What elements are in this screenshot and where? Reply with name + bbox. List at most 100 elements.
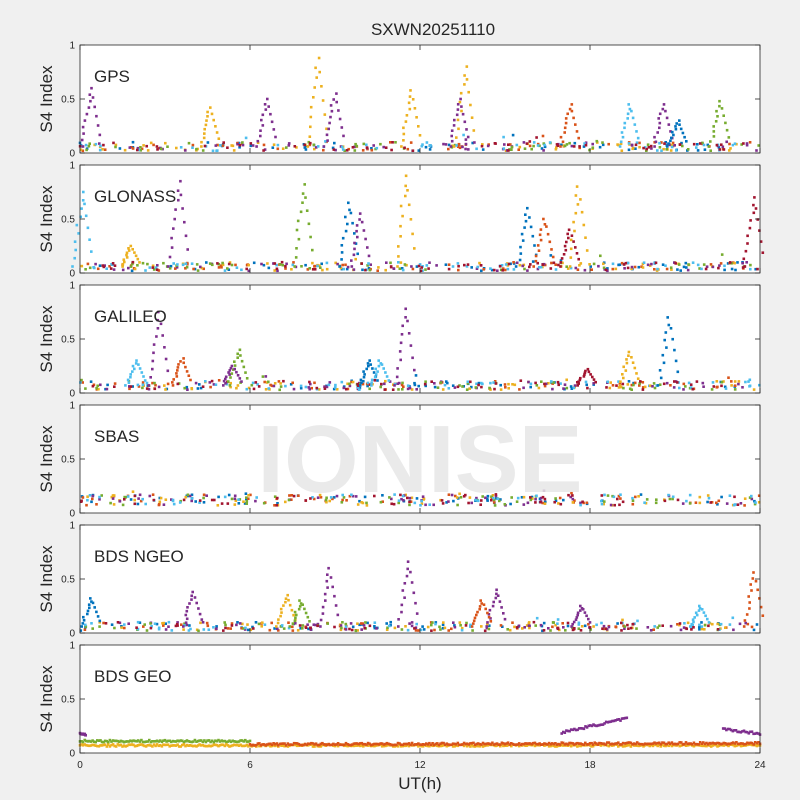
data-point: [456, 503, 459, 507]
data-point: [202, 628, 206, 631]
data-point: [759, 240, 763, 243]
data-point: [729, 147, 732, 150]
data-point: [238, 377, 242, 380]
data-point: [547, 741, 551, 745]
data-point: [112, 503, 116, 506]
y-tick-label: 1: [69, 521, 75, 532]
data-point: [697, 609, 701, 612]
data-point: [324, 498, 328, 502]
data-point: [490, 268, 494, 272]
data-point: [232, 149, 236, 152]
data-point: [387, 742, 390, 746]
data-point: [142, 144, 145, 147]
data-point: [454, 494, 457, 498]
data-point: [245, 502, 248, 505]
data-point: [91, 627, 94, 630]
data-point: [690, 628, 693, 631]
data-point: [588, 626, 592, 629]
data-point: [221, 144, 225, 147]
data-point: [118, 499, 122, 503]
data-point: [568, 741, 571, 745]
data-point: [361, 268, 364, 272]
data-point: [532, 144, 535, 148]
data-point: [112, 268, 116, 271]
data-point: [80, 207, 83, 210]
data-point: [160, 745, 164, 748]
data-point: [559, 135, 563, 139]
data-point: [571, 501, 575, 504]
data-point: [613, 503, 616, 507]
data-point: [346, 265, 350, 269]
data-point: [174, 744, 178, 747]
data-point: [308, 387, 311, 391]
data-point: [157, 626, 161, 630]
data-point: [217, 744, 220, 748]
data-point: [687, 742, 691, 745]
data-point: [240, 380, 243, 383]
data-point: [242, 500, 245, 503]
data-point: [147, 387, 151, 391]
data-point: [396, 367, 399, 370]
data-point: [326, 139, 329, 142]
data-point: [173, 740, 176, 743]
data-point: [325, 500, 328, 504]
data-point: [362, 229, 366, 232]
data-point: [461, 112, 465, 116]
data-point: [577, 742, 581, 745]
data-point: [519, 252, 523, 255]
data-point: [474, 386, 478, 389]
data-point: [184, 740, 187, 743]
data-point: [350, 259, 353, 262]
data-point: [470, 266, 473, 269]
data-point: [458, 384, 461, 387]
data-point: [150, 624, 153, 628]
data-point: [480, 269, 483, 273]
data-point: [559, 502, 563, 506]
data-point: [469, 380, 472, 384]
data-point: [389, 265, 393, 269]
data-point: [441, 627, 445, 630]
data-point: [397, 499, 401, 502]
data-point: [182, 743, 186, 746]
data-point: [108, 738, 112, 742]
data-point: [595, 139, 599, 143]
data-point: [716, 115, 719, 118]
data-point: [99, 144, 102, 148]
data-point: [369, 263, 372, 266]
data-point: [141, 261, 145, 265]
data-point: [193, 596, 197, 599]
data-point: [592, 382, 595, 385]
data-point: [134, 254, 138, 258]
data-point: [294, 622, 297, 625]
data-point: [162, 621, 165, 625]
data-point: [712, 135, 716, 138]
data-point: [401, 743, 404, 747]
data-point: [252, 387, 256, 391]
data-point: [311, 496, 314, 499]
data-point: [384, 744, 387, 748]
data-point: [411, 232, 414, 236]
data-point: [639, 742, 642, 746]
data-point: [619, 719, 622, 722]
data-point: [127, 381, 131, 384]
data-point: [365, 146, 369, 149]
data-point: [184, 262, 188, 265]
data-point: [593, 743, 596, 747]
data-point: [205, 621, 209, 625]
data-point: [281, 744, 285, 747]
data-point: [394, 141, 397, 144]
data-point: [253, 744, 256, 747]
data-point: [399, 204, 403, 208]
data-point: [273, 743, 277, 746]
data-point: [282, 379, 285, 383]
data-point: [156, 327, 160, 330]
data-point: [116, 621, 120, 624]
data-point: [498, 600, 502, 603]
data-point: [456, 103, 460, 106]
data-point: [570, 144, 574, 148]
data-point: [350, 380, 353, 384]
data-point: [477, 383, 480, 387]
data-point: [79, 148, 83, 151]
data-point: [486, 611, 489, 615]
data-point: [455, 144, 458, 147]
